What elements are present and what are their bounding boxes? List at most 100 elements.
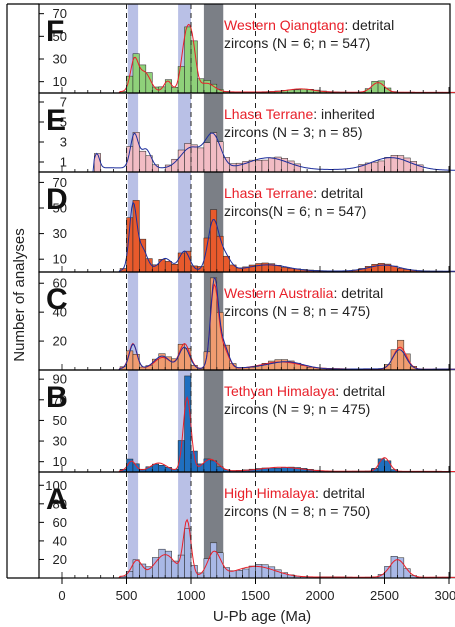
histogram-bar (184, 375, 192, 473)
histogram-bar (281, 267, 288, 273)
x-tick-label: 500 (116, 588, 138, 603)
panel-B: 10 30 50 70 90B Tethyan Himalaya: detrital zir… (38, 369, 455, 473)
histogram-bar (132, 200, 140, 273)
panel-source-label: Lhasa Terrane: detrital (224, 185, 363, 201)
histogram-bar (197, 147, 205, 173)
kde-curve-blue (81, 276, 455, 371)
y-tick-label: 100 (45, 478, 67, 493)
histogram-bar (184, 26, 192, 94)
axes: U-Pb age (Ma) Number of analyses 0 500 100… (6, 3, 455, 625)
histogram-bar (255, 263, 263, 273)
panel-sample-count: zircons (N = 8; n = 750) (224, 503, 370, 519)
panel-sample-count: zircons (N = 3; n = 85) (224, 124, 363, 140)
panel-letter: C (46, 283, 68, 316)
histogram-bar (210, 209, 218, 273)
x-tick-label: 3000 (435, 588, 455, 603)
y-tick-label: 3 (60, 135, 67, 150)
y-tick-label: 10 (53, 74, 67, 89)
y-tick-label: 70 (53, 6, 67, 21)
panel-sample-count: zircons (N = 6; n = 547) (224, 35, 370, 51)
histogram-bar (171, 158, 179, 173)
histogram-bar (274, 359, 282, 371)
panel-source-label: Lhasa Terrane: inherited (224, 106, 375, 122)
y-axis-title: Number of analyses (11, 228, 28, 361)
histogram-bar (377, 160, 385, 173)
histogram-bar (171, 87, 179, 94)
panel-source-label: High Himalaya: detrital (224, 485, 365, 501)
histogram-bar (139, 150, 147, 173)
histogram-bar (248, 565, 256, 579)
histogram-bar (384, 460, 392, 473)
y-tick-label: 30 (53, 226, 67, 241)
histogram-bar (139, 238, 147, 273)
histogram-bar (190, 144, 198, 173)
panel-source-label: Western Australia: detrital (224, 285, 383, 301)
histogram-bar (261, 159, 269, 173)
panel-E: 1 3 5 7E Lhasa Terrane: inherited zircons (N … (38, 92, 455, 173)
histogram-bar (139, 64, 147, 94)
histogram-bar (158, 464, 166, 473)
y-tick-label: 50 (53, 201, 67, 216)
kde-curve-red (81, 23, 455, 94)
panel-F: 10 30 50 70F Western Qiangtang: detrital zirc… (38, 3, 455, 94)
histogram-bar (255, 159, 263, 173)
histogram-bar (152, 557, 160, 579)
histogram-bar (210, 83, 218, 94)
y-tick-label: 60 (53, 515, 67, 530)
histogram-bar (261, 262, 269, 273)
y-tick-label: 30 (53, 434, 67, 449)
panel-letter: A (46, 483, 68, 516)
histogram-bar (216, 235, 224, 273)
panel-source-label: Western Qiangtang: detrital (224, 17, 394, 33)
y-tick-label: 10 (53, 252, 67, 267)
histogram-bar (384, 157, 392, 173)
y-tick-label: 30 (53, 52, 67, 67)
y-tick-label: 40 (53, 533, 67, 548)
kde-curve-blue (81, 132, 455, 173)
x-tick-label: 2500 (370, 588, 399, 603)
histogram-bar (164, 261, 172, 273)
y-tick-label: 70 (53, 392, 67, 407)
histogram-bar (371, 161, 379, 173)
x-axis-title: U-Pb age (Ma) (213, 608, 311, 625)
histogram-bar (171, 263, 179, 273)
histogram-bar (235, 570, 243, 579)
panel-sample-count: zircons(N = 6; n = 547) (224, 203, 366, 219)
histogram-bar (210, 542, 218, 579)
highlight-band-0 (127, 4, 139, 578)
y-tick-label: 10 (53, 454, 67, 469)
histogram-bar (126, 571, 134, 579)
histogram-bar (177, 66, 185, 94)
histogram-bar (132, 354, 140, 371)
x-tick-label: 2000 (306, 588, 335, 603)
x-tick-label: 1500 (241, 588, 270, 603)
y-tick-label: 50 (53, 413, 67, 428)
y-tick-label: 20 (53, 334, 67, 349)
panel-letter: B (46, 381, 68, 414)
histogram-bar (216, 552, 224, 579)
histogram-bar (152, 164, 160, 173)
panel-D: 10 30 50 70D Lhasa Terrane: detrital zircons(… (38, 171, 455, 273)
y-tick-label: 80 (53, 496, 67, 511)
y-tick-label: 5 (60, 115, 67, 130)
y-tick-label: 90 (53, 372, 67, 387)
y-tick-label: 7 (60, 95, 67, 110)
kde-curve-red (81, 395, 455, 473)
histogram-bar (145, 566, 153, 579)
histogram-bar (203, 458, 211, 473)
histogram-bar (203, 142, 211, 173)
histogram-bar (281, 467, 288, 473)
panel-sample-count: zircons (N = 9; n = 475) (224, 401, 370, 417)
histogram-bar (229, 570, 237, 579)
histogram-bar (281, 359, 288, 371)
y-tick-label: 60 (53, 276, 67, 291)
panel-C: 20 40 60C Western Australia: detrital zircon… (38, 271, 455, 371)
histogram-bar (132, 53, 140, 94)
histogram-bar (210, 132, 218, 173)
y-tick-label: 70 (53, 175, 67, 190)
x-tick-label: 1000 (177, 588, 206, 603)
histogram-bar (268, 467, 276, 473)
